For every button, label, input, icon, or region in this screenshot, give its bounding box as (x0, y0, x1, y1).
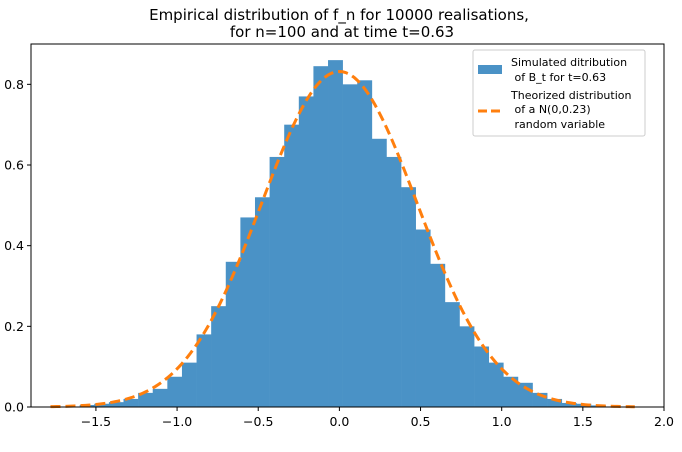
histogram-bar (211, 306, 227, 407)
histogram-bar (371, 138, 387, 408)
histogram-bar (298, 96, 314, 407)
plot-frame (30, 43, 665, 408)
histogram-bar (415, 229, 431, 407)
histogram-bar (386, 156, 402, 407)
legend-box (472, 49, 646, 137)
histogram-bar (284, 124, 300, 408)
histogram-bar (269, 156, 285, 407)
x-tick-label: 0.0 (329, 414, 349, 429)
histogram-bar (94, 403, 110, 407)
histogram-bar (459, 326, 475, 407)
legend-histogram-swatch (478, 65, 502, 74)
legend-histogram-label-line-1: Simulated ditribution (511, 56, 627, 69)
histogram-bar (328, 60, 343, 408)
histogram-bar (342, 84, 358, 407)
histogram-bar (181, 362, 197, 407)
y-tick-label: 0.0 (4, 400, 24, 415)
histogram-bar (444, 302, 460, 407)
histogram-bar (503, 376, 519, 407)
histogram-bar (547, 398, 563, 407)
x-tick-label: −1.0 (162, 414, 192, 429)
histogram-bar (561, 402, 577, 407)
histogram-bar (313, 66, 329, 407)
histogram-bar (254, 197, 270, 407)
theory-curve-layer (50, 69, 635, 409)
theory-curve (50, 69, 635, 409)
legend-curve-label-line-1: Theorized distribution (510, 89, 632, 102)
histogram-bar (152, 388, 168, 407)
histogram-bar (123, 398, 139, 407)
x-tick-label: 1.5 (573, 414, 593, 429)
histogram-bar (357, 80, 373, 408)
legend-curve-label-line-3: random variable (511, 118, 605, 131)
y-tick-label: 0.6 (4, 158, 24, 173)
legend: Simulated ditribution of B_t for t=0.63 … (472, 49, 646, 137)
histogram-bar (430, 263, 446, 407)
chart-title-line-1: Empirical distribution of f_n for 10000 … (149, 6, 529, 25)
legend-histogram-label-line-2: of B_t for t=0.63 (511, 71, 606, 84)
histogram-bar (167, 376, 183, 407)
histogram-bar (225, 261, 241, 407)
histogram-bar (488, 362, 504, 407)
x-tick-label: −1.5 (81, 414, 111, 429)
histogram-bar (240, 217, 256, 407)
y-tick-label: 0.4 (4, 238, 24, 253)
histogram-bar (138, 392, 154, 407)
histogram-bar (196, 334, 212, 407)
x-tick-label: −0.5 (243, 414, 273, 429)
y-tick-label: 0.8 (4, 77, 24, 92)
legend-curve-label-line-2: of a N(0,0.23) (511, 103, 591, 116)
y-tick-label: 0.2 (4, 319, 24, 334)
x-tick-label: 0.5 (411, 414, 431, 429)
histogram-bar (474, 346, 490, 407)
x-tick-label: 2.0 (654, 414, 674, 429)
chart-title: Empirical distribution of f_n for 10000 … (149, 6, 529, 41)
y-axis: 0.0 0.2 0.4 0.6 0.8 (4, 77, 31, 415)
x-tick-label: 1.0 (492, 414, 512, 429)
histogram-bars (79, 60, 606, 408)
x-axis: −1.5 −1.0 −0.5 0.0 0.5 1.0 1.5 2.0 (81, 407, 674, 429)
histogram-bar (401, 187, 416, 407)
chart-title-line-2: for n=100 and at time t=0.63 (230, 23, 454, 41)
histogram-bar (108, 402, 124, 407)
